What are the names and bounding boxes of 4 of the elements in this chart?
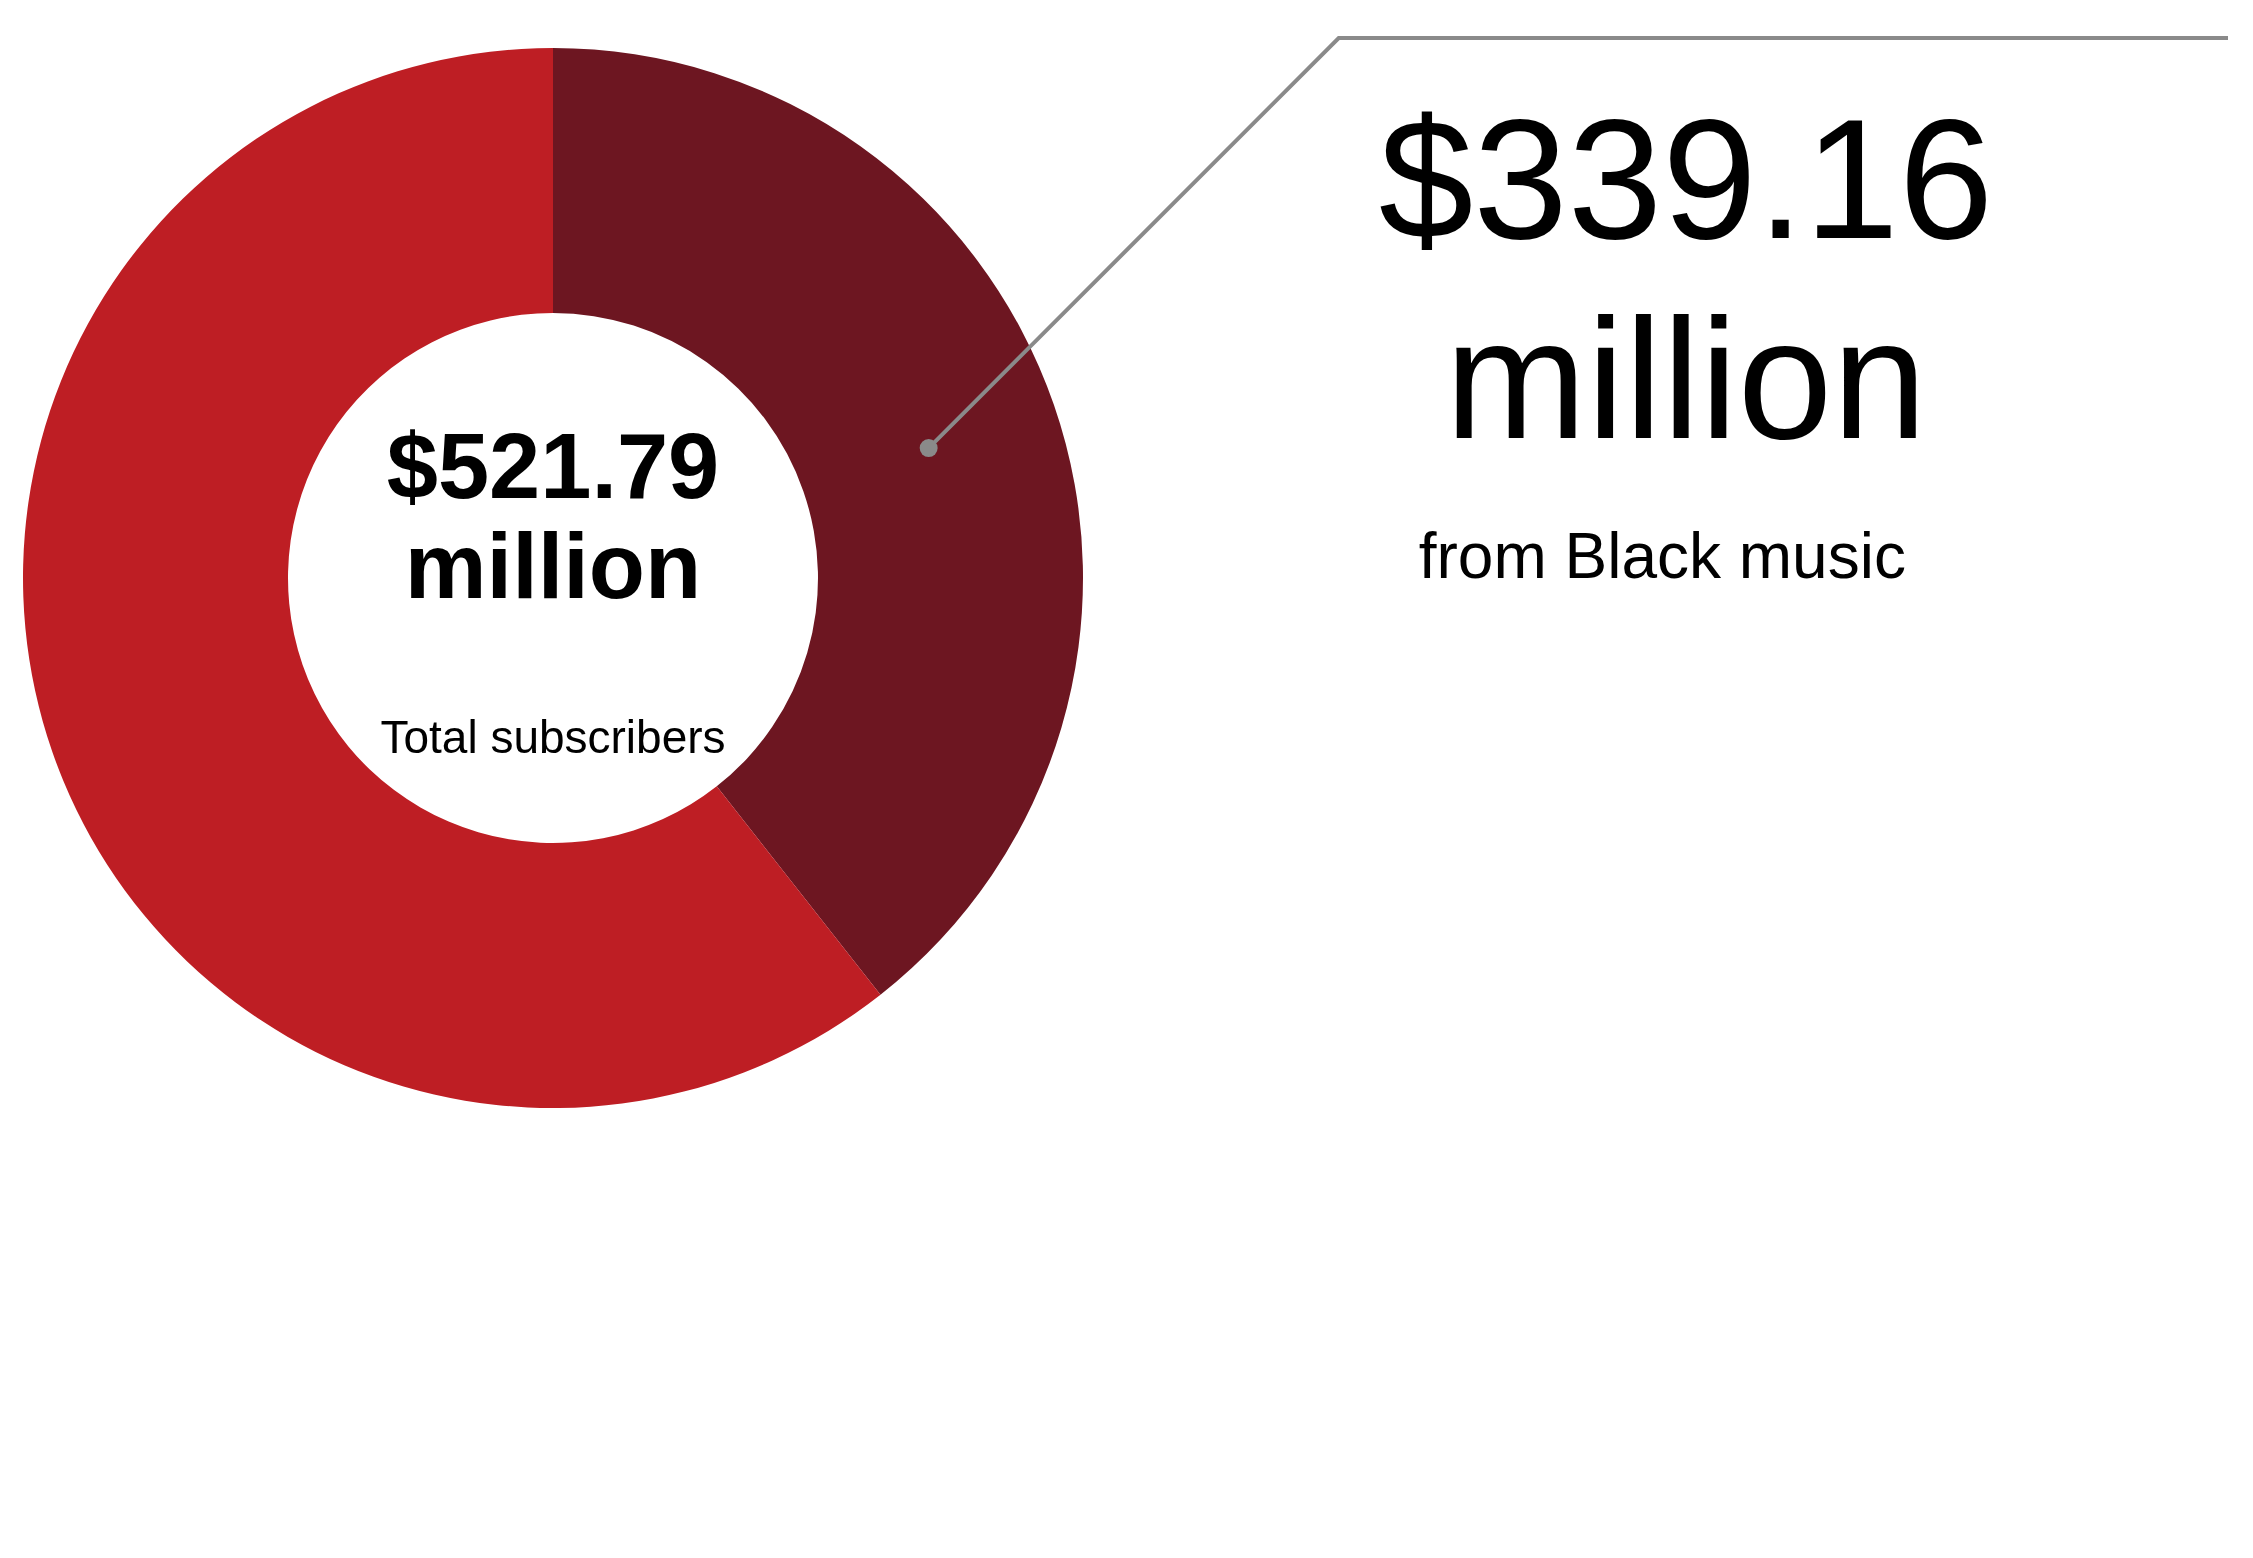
text: $339.16 million xyxy=(1378,84,1994,474)
text: Total subscribers xyxy=(380,711,726,763)
text: from Black music xyxy=(1418,520,1906,592)
text: $521.79 million xyxy=(386,415,720,617)
